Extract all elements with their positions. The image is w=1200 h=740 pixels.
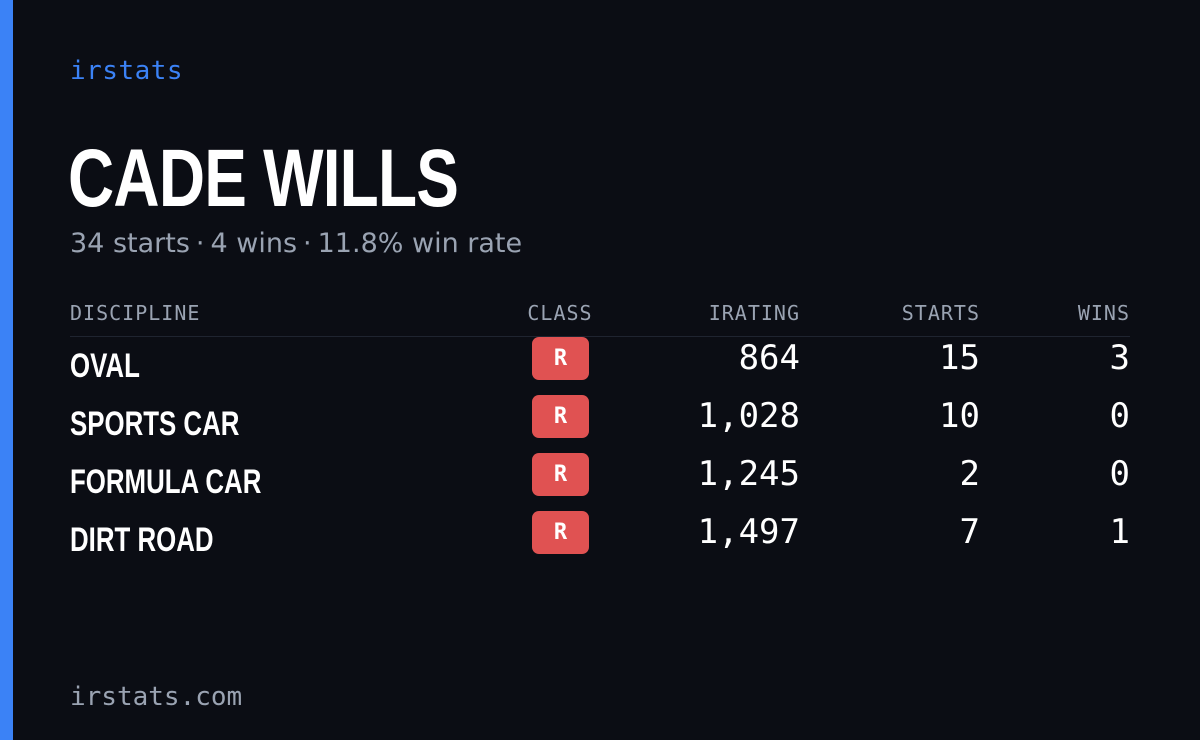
irating-value: 1,497 bbox=[697, 512, 800, 552]
class-badge: R bbox=[532, 337, 589, 380]
brand-logo-text: irstats bbox=[70, 56, 184, 86]
starts-value: 2 bbox=[959, 454, 980, 494]
table-row: DIRT ROAD R 1,497 7 1 bbox=[70, 511, 1130, 569]
driver-summary: 34 starts · 4 wins · 11.8% win rate bbox=[70, 228, 522, 259]
starts-value: 10 bbox=[939, 396, 980, 436]
header-irating: IRATING bbox=[708, 301, 800, 325]
footer-domain: irstats.com bbox=[70, 682, 243, 712]
wins-value: 3 bbox=[1109, 338, 1130, 378]
irating-value: 1,028 bbox=[697, 396, 800, 436]
wins-value: 1 bbox=[1109, 512, 1130, 552]
wins-value: 0 bbox=[1109, 396, 1130, 436]
starts-value: 7 bbox=[959, 512, 980, 552]
header-starts: STARTS bbox=[901, 301, 980, 325]
accent-bar bbox=[0, 0, 13, 740]
summary-separator: · bbox=[303, 228, 312, 259]
table-row: FORMULA CAR R 1,245 2 0 bbox=[70, 453, 1130, 511]
header-wins: WINS bbox=[1077, 301, 1130, 325]
starts-value: 15 bbox=[939, 338, 980, 378]
class-badge: R bbox=[532, 511, 589, 554]
driver-name: CADE WILLS bbox=[68, 133, 459, 224]
license-table: DISCIPLINE CLASS IRATING STARTS WINS OVA… bbox=[70, 296, 1130, 569]
discipline-name: FORMULA CAR bbox=[70, 463, 262, 501]
class-badge: R bbox=[532, 395, 589, 438]
discipline-name: OVAL bbox=[70, 347, 140, 385]
irating-value: 1,245 bbox=[697, 454, 800, 494]
starts-summary: 34 starts bbox=[70, 228, 190, 259]
header-discipline: DISCIPLINE bbox=[70, 301, 201, 325]
discipline-name: DIRT ROAD bbox=[70, 521, 214, 559]
table-row: OVAL R 864 15 3 bbox=[70, 337, 1130, 395]
wins-summary: 4 wins bbox=[210, 228, 298, 259]
wins-value: 0 bbox=[1109, 454, 1130, 494]
table-header: DISCIPLINE CLASS IRATING STARTS WINS bbox=[70, 296, 1130, 337]
table-row: SPORTS CAR R 1,028 10 0 bbox=[70, 395, 1130, 453]
summary-separator: · bbox=[195, 228, 205, 259]
irating-value: 864 bbox=[738, 338, 800, 378]
discipline-name: SPORTS CAR bbox=[70, 405, 240, 443]
win-rate-summary: 11.8% win rate bbox=[317, 228, 523, 259]
header-class: CLASS bbox=[527, 301, 593, 325]
class-badge: R bbox=[532, 453, 589, 496]
